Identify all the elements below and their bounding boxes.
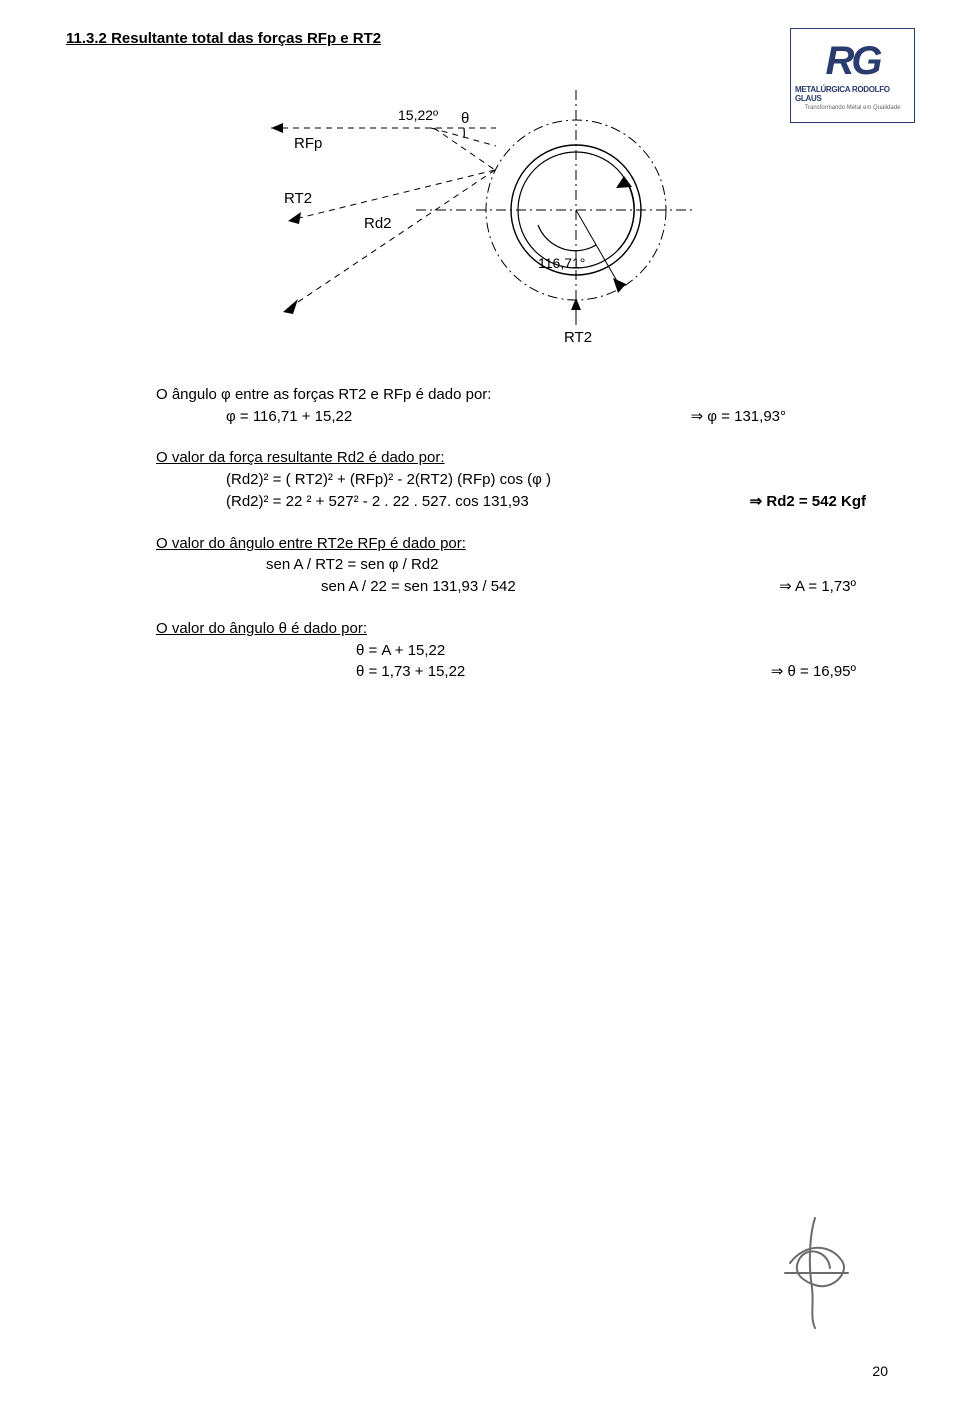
company-logo: RG METALÚRGICA RODOLFO GLAUS Transforman… [790, 28, 915, 123]
rfp-arrowhead [271, 123, 283, 133]
page: RG METALÚRGICA RODOLFO GLAUS Transforman… [0, 0, 960, 1427]
text-rd2-eq1: (Rd2)² = ( RT2)² + (RFp)² - 2(RT2) (RFp)… [226, 469, 880, 491]
text-theta-eq2-rhs: ⇒ θ = 16,95º [771, 661, 856, 683]
rt2-upper-arrowhead [288, 212, 301, 224]
text-theta-eq1: θ = A + 15,22 [356, 640, 880, 662]
radius-lower-right [576, 210, 621, 288]
text-senA-eq2-lhs: sen A / 22 = sen 131,93 / 542 [321, 576, 516, 598]
label-angle-small: 15,22º [398, 107, 438, 123]
rotation-arc [618, 180, 634, 250]
text-phi-lhs: φ = 116,71 + 15,22 [226, 406, 352, 428]
theta-short-dash [431, 128, 496, 146]
text-rd2-eq2-lhs: (Rd2)² = 22 ² + 527² - 2 . 22 . 527. cos… [226, 491, 529, 513]
text-rd2-head: O valor da força resultante Rd2 é dado p… [156, 447, 880, 469]
logo-slogan: Transformando Metal em Qualidade [805, 105, 901, 111]
label-theta: θ [461, 110, 469, 127]
rd2-arrowhead [283, 299, 298, 314]
text-theta-eq2-lhs: θ = 1,73 + 15,22 [356, 661, 465, 683]
text-senA-eq1: sen A / RT2 = sen φ / Rd2 [266, 554, 880, 576]
text-phi-intro: O ângulo φ entre as forças RT2 e RFp é d… [156, 384, 880, 406]
rotation-arrowhead [616, 176, 632, 188]
section-number: 11.3.2 [66, 30, 107, 47]
label-rd2: Rd2 [364, 215, 392, 232]
text-theta-head: O valor do ângulo θ é dado por: [156, 618, 880, 640]
rt2-upper-dash [291, 170, 495, 220]
logo-initials: RG [826, 41, 880, 81]
signature-svg [770, 1213, 860, 1333]
text-phi-rhs: ⇒ φ = 131,93° [691, 406, 786, 428]
rd2-dash [286, 170, 495, 310]
label-angle-big: 116,71° [538, 255, 585, 271]
label-rfp: RFp [294, 135, 322, 152]
page-number: 20 [872, 1363, 888, 1379]
section-title-text: Resultante total das forças RFp e RT2 [111, 30, 381, 47]
label-rt2-bottom: RT2 [564, 329, 592, 346]
text-angle-head: O valor do ângulo entre RT2e RFp é dado … [156, 533, 880, 555]
text-senA-eq2-rhs: ⇒ A = 1,73º [779, 576, 856, 598]
diagram-svg: RFp 15,22º θ RT2 Rd2 116,71° RT2 [266, 90, 696, 350]
signature [770, 1213, 860, 1337]
force-diagram: RFp 15,22º θ RT2 Rd2 116,71° RT2 [266, 90, 880, 354]
logo-company-name: METALÚRGICA RODOLFO GLAUS [795, 85, 910, 103]
section-heading: 11.3.2 Resultante total das forças RFp e… [66, 28, 880, 50]
label-rt2-top: RT2 [284, 190, 312, 207]
text-rd2-eq2-rhs: ⇒ Rd2 = 542 Kgf [750, 491, 866, 513]
